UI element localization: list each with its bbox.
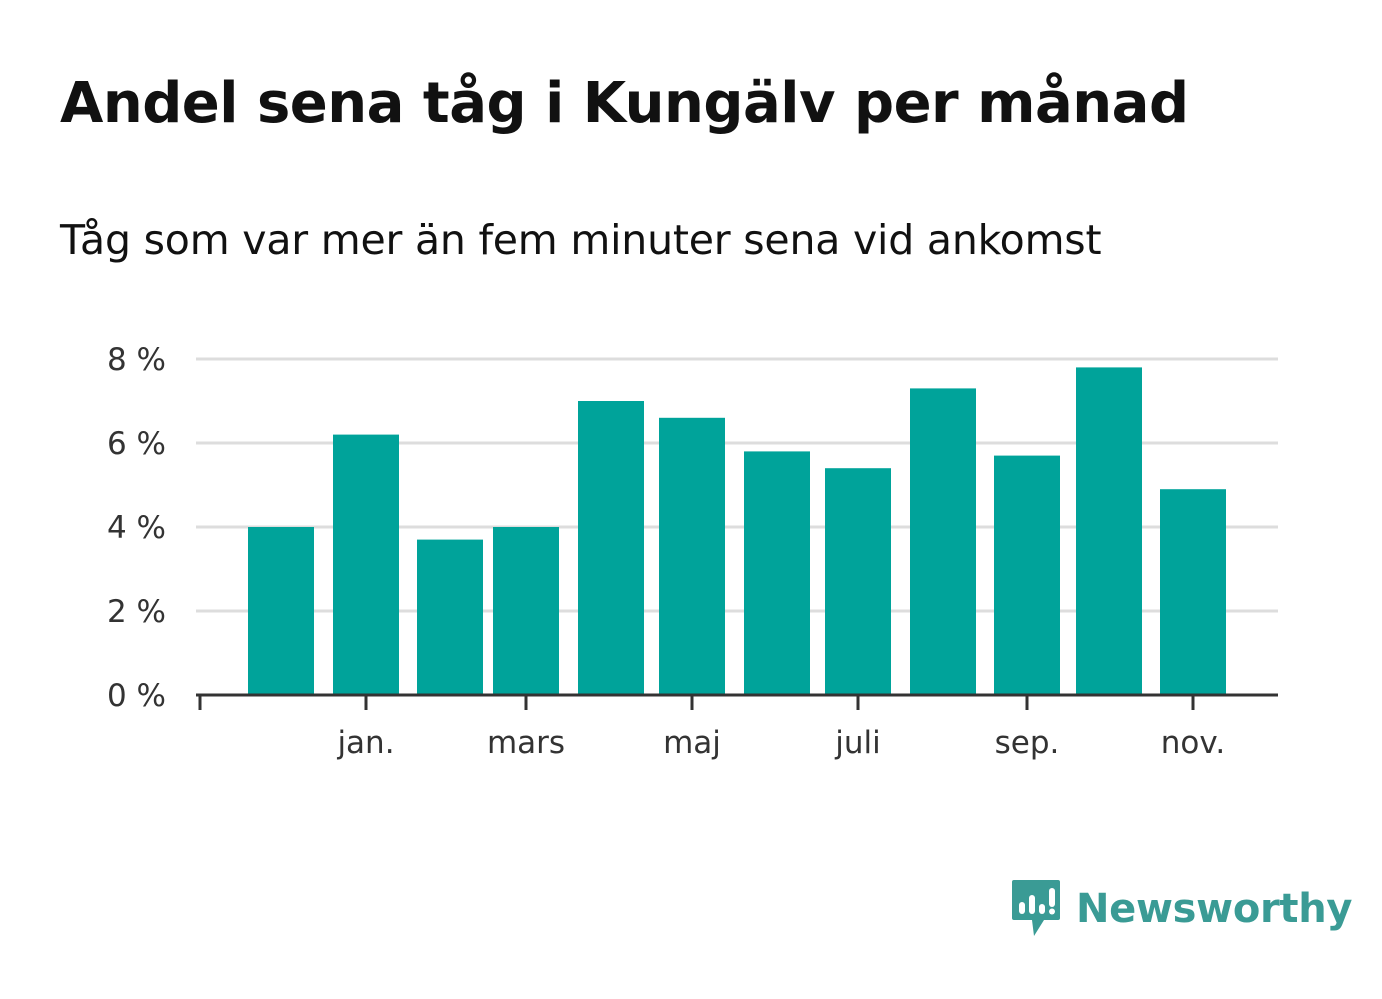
x-tick-label: sep.: [995, 725, 1060, 761]
y-tick-label: 6 %: [107, 426, 166, 462]
x-tick-label: juli: [834, 725, 881, 761]
y-tick-label: 2 %: [107, 594, 166, 630]
bar: [659, 417, 725, 695]
x-axis-labels: jan. mars maj juli sep. nov.: [336, 725, 1225, 761]
x-tick-label: maj: [663, 725, 721, 761]
x-tick-label: jan.: [336, 725, 394, 761]
brand-name: Newsworthy: [1076, 886, 1353, 932]
bar: [825, 468, 891, 695]
bar: [248, 527, 314, 695]
bar-chart-speech-bubble-icon: [1012, 880, 1060, 936]
x-axis: [196, 693, 1278, 710]
bars: [248, 367, 1226, 695]
bar: [744, 451, 810, 695]
bar: [333, 434, 399, 695]
y-axis-labels: 0 % 2 % 4 % 6 % 8 %: [107, 342, 166, 714]
x-tick-label: nov.: [1161, 725, 1225, 761]
bar: [417, 539, 483, 695]
bar: [910, 388, 976, 695]
bar: [1160, 489, 1226, 695]
bar: [493, 527, 559, 695]
bar: [578, 401, 644, 695]
x-tick-label: mars: [487, 725, 565, 761]
bar: [1076, 367, 1142, 695]
bar: [994, 455, 1060, 695]
y-tick-label: 8 %: [107, 342, 166, 378]
y-tick-label: 4 %: [107, 510, 166, 546]
chart-subtitle: Tåg som var mer än fem minuter sena vid …: [60, 216, 1102, 264]
newsworthy-logo: Newsworthy: [1010, 876, 1353, 942]
y-tick-label: 0 %: [107, 678, 166, 714]
chart-title: Andel sena tåg i Kungälv per månad: [60, 71, 1189, 136]
